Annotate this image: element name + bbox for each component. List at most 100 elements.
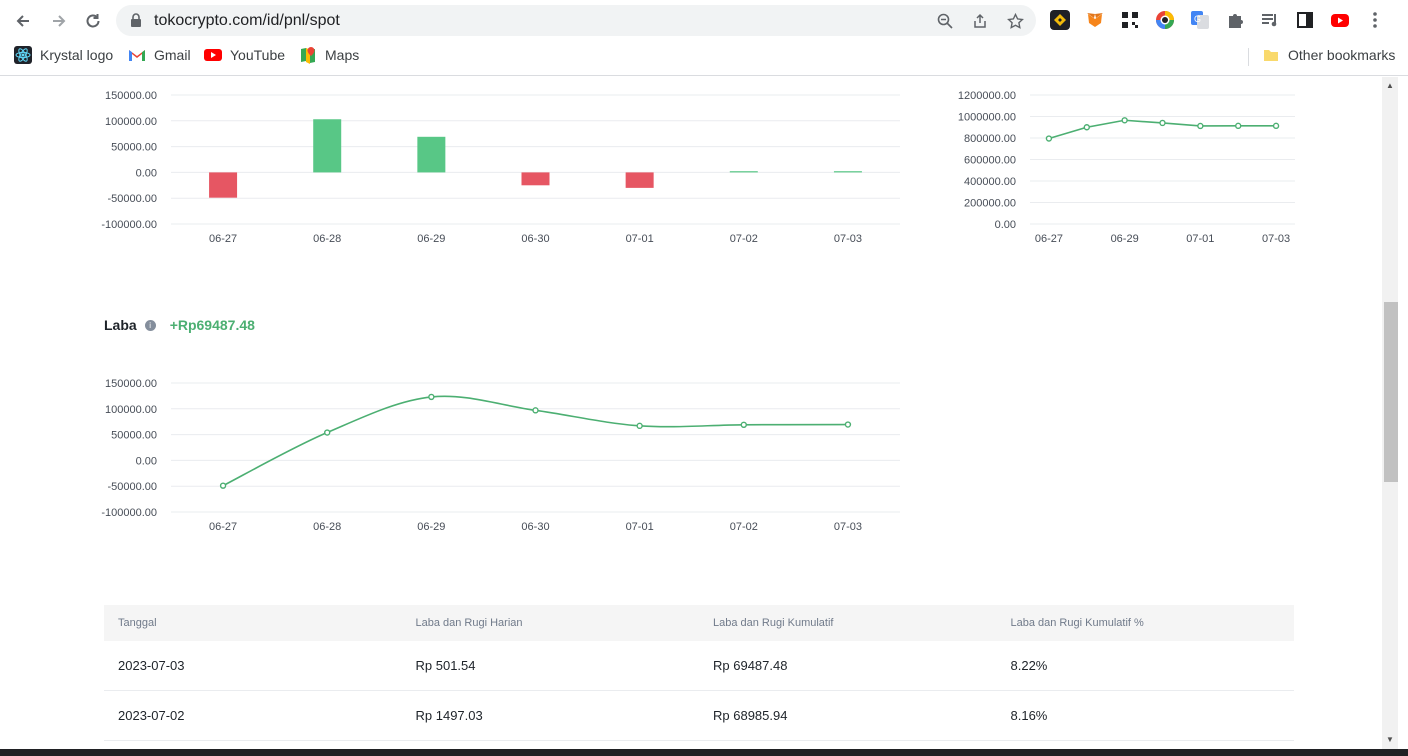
x-tick-label: 07-01 bbox=[626, 233, 654, 245]
metamask-extension-icon[interactable] bbox=[1085, 10, 1105, 30]
y-tick-label: 200000.00 bbox=[964, 198, 1016, 210]
color-picker-extension-icon[interactable] bbox=[1155, 10, 1175, 30]
table-cell-cumulative: Rp 69487.48 bbox=[713, 658, 788, 673]
x-tick-label: 06-29 bbox=[1111, 233, 1139, 245]
bar bbox=[729, 171, 758, 173]
youtube-extension-icon[interactable] bbox=[1330, 10, 1350, 30]
column-header: Tanggal bbox=[118, 617, 157, 629]
media-queue-icon[interactable] bbox=[1260, 10, 1280, 30]
bookmark-maps[interactable]: Maps bbox=[299, 46, 359, 64]
data-point bbox=[636, 422, 643, 430]
column-header: Laba dan Rugi Kumulatif bbox=[713, 617, 834, 629]
zoom-icon[interactable] bbox=[934, 10, 956, 32]
page-content: 150000.00 100000.00 50000.00 0.00 -50000.00 -… bbox=[0, 77, 1382, 756]
x-tick-label: 06-30 bbox=[521, 521, 549, 533]
x-tick-label: 07-01 bbox=[1186, 233, 1214, 245]
y-tick-label: 50000.00 bbox=[111, 142, 157, 154]
column-header: Laba dan Rugi Harian bbox=[415, 617, 523, 629]
y-tick-label: 0.00 bbox=[995, 219, 1016, 231]
data-point bbox=[1235, 122, 1242, 130]
y-tick-label: 1200000.00 bbox=[958, 90, 1016, 102]
x-tick-label: 06-27 bbox=[1035, 233, 1063, 245]
laba-value: +Rp69487.48 bbox=[169, 317, 255, 333]
table-row: 2023-07-03 Rp 501.54 Rp 69487.48 8.22% bbox=[104, 641, 1294, 691]
laba-title: Laba bbox=[104, 317, 137, 333]
browser-toolbar: tokocrypto.com/id/pnl/spot G Krystal log… bbox=[0, 0, 1408, 76]
x-tick-label: 06-29 bbox=[417, 521, 445, 533]
data-point bbox=[324, 429, 331, 436]
table-cell-cumulative-percent: 8.22% bbox=[1010, 658, 1048, 673]
bookmark-krystal[interactable]: Krystal logo bbox=[14, 46, 113, 64]
qr-code-extension-icon[interactable] bbox=[1120, 10, 1140, 30]
other-bookmarks[interactable]: Other bookmarks bbox=[1262, 46, 1395, 64]
data-point bbox=[740, 421, 747, 429]
window-bottom-edge bbox=[0, 749, 1408, 756]
svg-text:G: G bbox=[1194, 14, 1201, 24]
bar bbox=[833, 171, 862, 173]
y-tick-label: 0.00 bbox=[136, 167, 157, 179]
reload-icon bbox=[86, 14, 100, 28]
lock-icon bbox=[131, 13, 141, 27]
data-point bbox=[1083, 124, 1090, 131]
side-panel-icon[interactable] bbox=[1295, 10, 1315, 30]
table-cell-cumulative-percent: 8.16% bbox=[1010, 708, 1048, 723]
binance-extension-icon[interactable] bbox=[1050, 10, 1070, 30]
laba-header: Laba i +Rp69487.48 bbox=[104, 317, 255, 333]
data-point bbox=[428, 393, 435, 401]
chrome-menu-icon[interactable] bbox=[1365, 10, 1385, 30]
table-cell-daily: Rp 501.54 bbox=[415, 658, 476, 673]
scroll-thumb[interactable] bbox=[1384, 302, 1398, 482]
y-tick-label: 100000.00 bbox=[105, 404, 157, 416]
krystal-icon bbox=[14, 46, 32, 64]
y-tick-label: -100000.00 bbox=[101, 507, 157, 519]
table-header: Tanggal Laba dan Rugi Harian Laba dan Ru… bbox=[104, 605, 1294, 641]
reload-button[interactable] bbox=[80, 8, 106, 34]
url-text[interactable]: tokocrypto.com/id/pnl/spot bbox=[154, 12, 340, 29]
pnl-table: Tanggal Laba dan Rugi Harian Laba dan Ru… bbox=[104, 605, 1294, 741]
share-icon[interactable] bbox=[969, 10, 991, 32]
x-tick-label: 06-28 bbox=[313, 233, 341, 245]
data-point bbox=[1272, 122, 1280, 130]
y-tick-label: -100000.00 bbox=[101, 219, 157, 231]
x-tick-label: 07-03 bbox=[834, 521, 862, 533]
bookmarks-bar: Krystal logo Gmail YouTube Maps Other bo… bbox=[0, 42, 1408, 70]
info-icon[interactable]: i bbox=[144, 319, 156, 331]
y-tick-label: 150000.00 bbox=[105, 90, 157, 102]
bar bbox=[625, 172, 654, 188]
y-tick-label: 600000.00 bbox=[964, 155, 1016, 167]
back-arrow-icon bbox=[16, 15, 29, 27]
vertical-scrollbar[interactable]: ▲ ▼ bbox=[1382, 77, 1398, 756]
y-tick-label: 50000.00 bbox=[111, 430, 157, 442]
address-bar[interactable]: tokocrypto.com/id/pnl/spot bbox=[116, 5, 1036, 36]
asset-value-line-chart: 1200000.00 1000000.00 800000.00 600000.00 40… bbox=[958, 90, 1295, 245]
bar bbox=[521, 172, 550, 186]
table-row: 2023-07-02 Rp 1497.03 Rp 68985.94 8.16% bbox=[104, 691, 1294, 741]
y-tick-label: -50000.00 bbox=[107, 481, 157, 493]
forward-arrow-icon bbox=[53, 15, 66, 27]
youtube-icon bbox=[204, 49, 222, 61]
bookmark-youtube[interactable]: YouTube bbox=[204, 46, 285, 64]
table-cell-date: 2023-07-02 bbox=[118, 708, 185, 723]
scroll-down-icon[interactable]: ▼ bbox=[1386, 735, 1394, 744]
forward-button[interactable] bbox=[46, 8, 72, 34]
x-tick-label: 06-28 bbox=[313, 521, 341, 533]
x-tick-label: 06-27 bbox=[209, 233, 237, 245]
bar bbox=[313, 119, 342, 173]
y-tick-label: 1000000.00 bbox=[958, 112, 1016, 124]
x-tick-label: 06-29 bbox=[417, 233, 445, 245]
bookmark-star-icon[interactable] bbox=[1004, 10, 1026, 32]
x-tick-label: 07-03 bbox=[1262, 233, 1290, 245]
x-tick-label: 07-03 bbox=[834, 233, 862, 245]
bookmark-gmail[interactable]: Gmail bbox=[128, 46, 191, 64]
google-translate-extension-icon[interactable]: G bbox=[1190, 10, 1210, 30]
back-button[interactable] bbox=[10, 8, 36, 34]
puzzle-extensions-icon[interactable] bbox=[1225, 10, 1245, 30]
scroll-up-icon[interactable]: ▲ bbox=[1386, 81, 1394, 90]
column-header: Laba dan Rugi Kumulatif % bbox=[1010, 617, 1144, 629]
bar bbox=[209, 172, 238, 198]
data-point bbox=[1121, 117, 1128, 124]
x-tick-label: 06-27 bbox=[209, 521, 237, 533]
y-tick-label: 150000.00 bbox=[105, 378, 157, 390]
gmail-icon bbox=[129, 50, 145, 61]
data-point bbox=[1197, 122, 1204, 130]
